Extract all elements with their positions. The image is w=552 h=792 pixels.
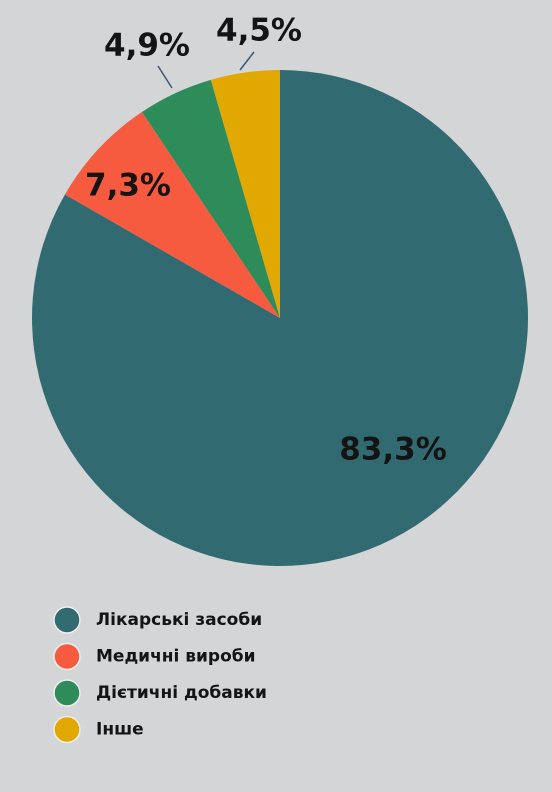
legend-label: Інше xyxy=(96,720,144,740)
legend-marker xyxy=(53,715,81,744)
legend-label: Лікарські засоби xyxy=(96,610,262,630)
legend-marker xyxy=(53,606,81,634)
legend-marker xyxy=(53,679,81,707)
leader-line xyxy=(157,65,173,89)
value-label: 4,5% xyxy=(216,13,302,49)
pie-slice xyxy=(141,79,280,318)
value-label: 4,9% xyxy=(104,28,190,64)
pie-slice xyxy=(64,112,281,319)
legend-marker xyxy=(53,642,81,671)
value-label: 83,3% xyxy=(339,432,447,468)
value-label: 7,3% xyxy=(85,168,171,204)
pie-slice xyxy=(210,70,280,318)
legend-label: Дієтичні добавки xyxy=(96,683,267,703)
legend-label: Медичні вироби xyxy=(96,647,256,667)
leader-line xyxy=(239,51,255,71)
